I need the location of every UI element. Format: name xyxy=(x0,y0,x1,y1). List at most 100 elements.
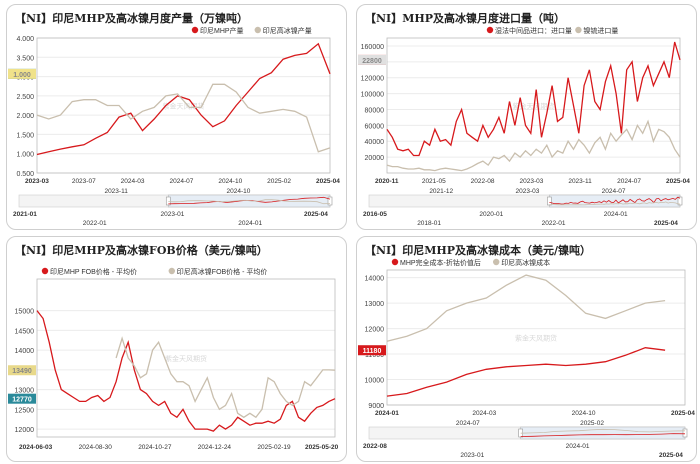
legend-marker xyxy=(191,26,199,34)
legend-marker xyxy=(493,258,500,266)
navigator-tick-label: 2025-04 xyxy=(304,211,328,218)
last-value-tag xyxy=(8,393,36,404)
navigator-tick-label: 2016-05 xyxy=(363,211,387,218)
x-tick-label: 2023-03 xyxy=(520,178,544,185)
navigator-tick-label: 2020-01 xyxy=(479,211,503,218)
y-tick-label: 120000 xyxy=(361,76,384,83)
navigator-handle-left xyxy=(165,196,171,206)
navigator-tick-label: 2021-01 xyxy=(13,211,37,218)
x-tick-label: 2024-07 xyxy=(170,178,194,185)
navigator-tick-label: 2025-04 xyxy=(654,220,678,227)
navigator-window xyxy=(520,426,686,440)
watermark: 紫金天风期货 xyxy=(513,102,555,111)
x-tick-label: 2024-10 xyxy=(227,188,251,195)
navigator-handle-right xyxy=(682,428,688,438)
y-tick-label: 12000 xyxy=(15,427,35,434)
navigator-handle-right xyxy=(327,196,333,206)
y-tick-label: 14000 xyxy=(15,348,35,355)
x-tick-label: 2023-03 xyxy=(25,178,49,185)
x-tick-label: 2024-07 xyxy=(456,420,480,427)
x-tick-label: 2024-07 xyxy=(617,178,641,185)
chart-production: 4.0003.5003.0002.5002.0001.5001.0000.500… xyxy=(8,26,340,227)
x-tick-label: 2020-11 xyxy=(375,178,399,185)
x-tick-label: 2024-03 xyxy=(472,410,496,417)
last-value-label: 1.000 xyxy=(13,72,31,79)
x-tick-label: 2023-11 xyxy=(568,178,592,185)
chart-imports: 1600001400001200001000008000060000400002… xyxy=(358,26,690,227)
last-value-tag xyxy=(358,345,386,356)
y-tick-label: 160000 xyxy=(361,44,384,51)
navigator-handle-right xyxy=(677,196,683,206)
y-tick-label: 2.000 xyxy=(16,113,34,120)
x-tick-label: 2024-12-24 xyxy=(198,444,232,451)
chart-title: 【NI】MHP及高冰镍月度进口量（吨） xyxy=(365,12,566,25)
legend-marker xyxy=(391,258,399,266)
watermark: 紫金天风期货 xyxy=(163,102,205,111)
legend-marker xyxy=(254,26,261,34)
series-line-1 xyxy=(386,119,681,172)
legend-marker xyxy=(41,267,49,275)
navigator-tick-label: 2022-01 xyxy=(542,220,566,227)
x-tick-label: 2025-02 xyxy=(580,420,604,427)
y-tick-label: 100000 xyxy=(361,92,384,99)
y-tick-label: 80000 xyxy=(365,107,385,114)
x-tick-label: 2025-04 xyxy=(671,410,695,417)
navigator-handle-left xyxy=(547,196,552,206)
y-tick-label: 12000 xyxy=(365,327,385,334)
chart-title: 【NI】印尼MHP及高冰镍月度产量（万镍吨） xyxy=(15,12,249,25)
navigator-series xyxy=(520,428,686,434)
x-tick-label: 2022-08 xyxy=(471,178,495,185)
y-tick-label: 15000 xyxy=(15,309,35,316)
panel-cost: 【NI】印尼MHP及高冰镍成本（美元/镍吨） 14000 13000 12000 11… xyxy=(356,236,697,462)
y-tick-label: 20000 xyxy=(365,155,385,162)
last-value-tag xyxy=(8,68,36,79)
last-value-label: 22800 xyxy=(362,58,382,65)
legend-label: 镍锍进口量 xyxy=(583,26,618,35)
plot-frame xyxy=(386,37,681,174)
y-tick-label: 9000 xyxy=(368,403,384,410)
y-tick-label: 14000 xyxy=(365,276,385,283)
legend-label: 印尼高冰镍成本 xyxy=(501,258,550,267)
y-tick-label: 1.500 xyxy=(16,132,34,139)
plot-frame xyxy=(36,278,336,438)
x-tick-label: 2025-02 xyxy=(267,178,291,185)
y-tick-label: 60000 xyxy=(365,123,385,130)
y-tick-label: 14500 xyxy=(15,328,35,335)
plot-frame xyxy=(386,269,686,406)
legend-marker xyxy=(575,26,582,34)
x-tick-label: 2024-06-03 xyxy=(19,444,53,451)
chart-title: 【NI】印尼MHP及高冰镍成本（美元/镍吨） xyxy=(365,244,592,257)
navigator-tick-label: 2025-04 xyxy=(659,452,683,459)
legend-label: 印尼高冰镍产量 xyxy=(263,26,312,35)
last-value-label: 12770 xyxy=(12,397,32,404)
x-tick-label: 2024-03 xyxy=(121,178,145,185)
navigator-tick-label: 2022-01 xyxy=(83,220,107,227)
series-line-0 xyxy=(36,42,331,156)
legend-label: 印尼MHP产量 xyxy=(200,26,244,35)
y-tick-label: 0.500 xyxy=(16,171,34,178)
navigator-series xyxy=(549,196,681,205)
legend-label: 印尼MHP FOB价格 - 平均价 xyxy=(50,267,137,276)
x-tick-label: 2025-04 xyxy=(316,178,340,185)
x-tick-label: 2021-05 xyxy=(422,178,446,185)
series-line-0 xyxy=(386,41,681,157)
x-tick-label: 2021-12 xyxy=(429,188,453,195)
y-tick-label: 13000 xyxy=(365,301,385,308)
x-tick-label: 2025-02-19 xyxy=(257,444,291,451)
navigator-tick-label: 2023-01 xyxy=(161,211,185,218)
x-tick-label: 2023-03 xyxy=(516,188,540,195)
x-tick-label: 2024-01 xyxy=(375,410,399,417)
chart-cost: 14000130001200011000100009000紫金天风期货13100… xyxy=(358,258,695,459)
y-tick-label: 10000 xyxy=(365,378,385,385)
panel-fob-price: 【NI】印尼MHP及高冰镍FOB价格（美元/镍吨） 15000 14500 1400… xyxy=(6,236,347,462)
x-tick-label: 2025-04 xyxy=(666,178,690,185)
series-line-0 xyxy=(36,310,336,432)
chart-title: 【NI】印尼MHP及高冰镍FOB价格（美元/镍吨） xyxy=(15,244,268,257)
x-tick-label: 2024-10 xyxy=(218,178,242,185)
legend-label: 印尼高冰镍FOB价格 - 平均价 xyxy=(177,267,268,276)
navigator-tick-label: 2018-01 xyxy=(417,220,441,227)
last-value-tag xyxy=(358,54,386,65)
series-line-1 xyxy=(386,274,666,342)
legend-label: 湿法中间品进口：进口量 xyxy=(495,26,572,35)
plot-frame xyxy=(36,37,331,174)
